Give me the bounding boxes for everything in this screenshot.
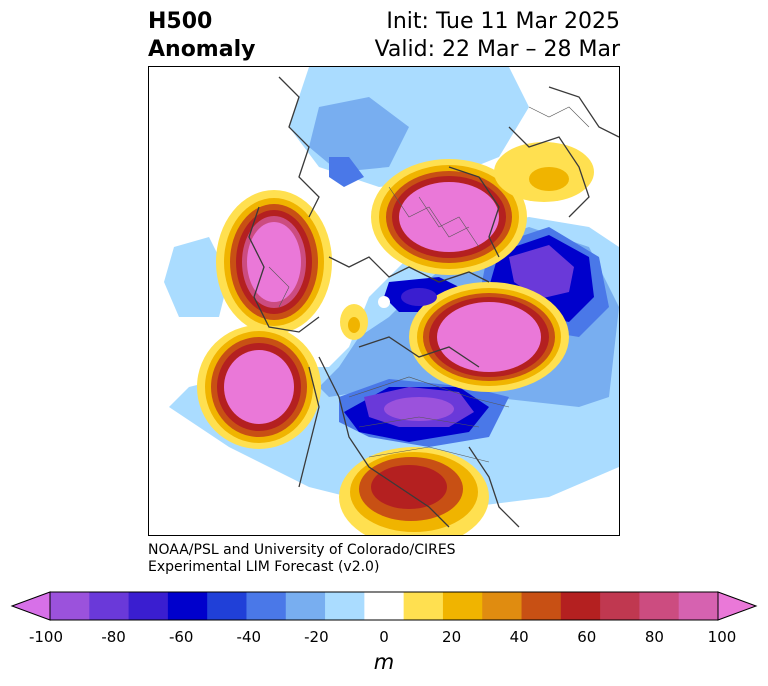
colorbar bbox=[10, 591, 758, 621]
map-panel bbox=[148, 66, 620, 536]
anomaly-pos-w-core bbox=[224, 350, 294, 424]
anomaly-neg-20-north bbox=[309, 97, 409, 172]
borders bbox=[268, 106, 590, 463]
colorbar-cell bbox=[50, 592, 90, 620]
colorbar-tick-label: -60 bbox=[168, 628, 194, 646]
anomaly-neg-10-west bbox=[164, 237, 229, 317]
colorbar-cell bbox=[600, 592, 640, 620]
title-anomaly: Anomaly bbox=[148, 37, 256, 62]
valid-date: Valid: 22 Mar – 28 Mar bbox=[374, 37, 620, 62]
colorbar-max-arrow bbox=[717, 591, 758, 621]
colorbar-cell bbox=[207, 592, 247, 620]
colorbar-cell bbox=[639, 592, 680, 620]
anomaly-pos-nw-core bbox=[247, 222, 301, 302]
colorbar-outline bbox=[49, 591, 719, 621]
colorbar-cell bbox=[285, 592, 326, 620]
anomaly-neg-core-band-center bbox=[384, 397, 454, 421]
colorbar-tick-label: -80 bbox=[101, 628, 126, 646]
colorbar-tick-label: -20 bbox=[304, 628, 329, 646]
colorbar-cell bbox=[167, 592, 208, 620]
colorbar-cell bbox=[560, 592, 601, 620]
colorbar-tick-label: 20 bbox=[442, 628, 462, 646]
colorbar-tick-label: -100 bbox=[28, 628, 64, 646]
anomaly-pos-ne-40 bbox=[529, 167, 569, 191]
colorbar-tick-label: -40 bbox=[236, 628, 262, 646]
anomaly-neg-80-east bbox=[509, 245, 574, 299]
colorbar-cell bbox=[482, 592, 523, 620]
colorbar-min-arrow bbox=[10, 591, 51, 621]
colorbar-cell bbox=[89, 592, 130, 620]
map-title: H500 Anomaly bbox=[148, 8, 255, 64]
anomaly-neg-core-center bbox=[401, 288, 437, 306]
colorbar-tick-label: 80 bbox=[644, 628, 664, 646]
colorbar-cell bbox=[325, 592, 365, 620]
colorbar-cell bbox=[442, 592, 483, 620]
credit-text: NOAA/PSL and University of Colorado/CIRE… bbox=[148, 542, 456, 576]
anomaly-zero-dot bbox=[378, 296, 390, 308]
init-date: Init: Tue 11 Mar 2025 bbox=[386, 9, 620, 34]
colorbar-tick-label: 40 bbox=[509, 628, 529, 646]
map-dates: Init: Tue 11 Mar 2025 Valid: 22 Mar – 28… bbox=[375, 8, 620, 64]
coastlines bbox=[248, 76, 619, 528]
colorbar-cell bbox=[678, 592, 719, 620]
credit-line2: Experimental LIM Forecast (v2.0) bbox=[148, 559, 380, 575]
anomaly-map bbox=[164, 67, 619, 535]
credit-line1: NOAA/PSL and University of Colorado/CIRE… bbox=[148, 542, 456, 558]
anomaly-pos-n-core bbox=[399, 182, 499, 252]
colorbar-tick-label: 100 bbox=[707, 628, 737, 646]
colorbar-unit: m bbox=[373, 650, 395, 674]
colorbar-cell bbox=[521, 592, 562, 620]
colorbar-tick-label: 0 bbox=[379, 628, 389, 646]
colorbar-cell bbox=[128, 592, 169, 620]
colorbar-cell bbox=[246, 592, 287, 620]
colorbar-tick-label: 60 bbox=[577, 628, 597, 646]
anomaly-pos-e-core bbox=[437, 302, 541, 372]
colorbar-cell bbox=[364, 592, 405, 620]
colorbar-cell bbox=[403, 592, 444, 620]
anomaly-pos-s-80 bbox=[371, 465, 447, 509]
anomaly-pos-small-40 bbox=[348, 317, 360, 333]
anomaly-neg-30-north bbox=[329, 157, 364, 187]
title-variable: H500 bbox=[148, 9, 213, 34]
